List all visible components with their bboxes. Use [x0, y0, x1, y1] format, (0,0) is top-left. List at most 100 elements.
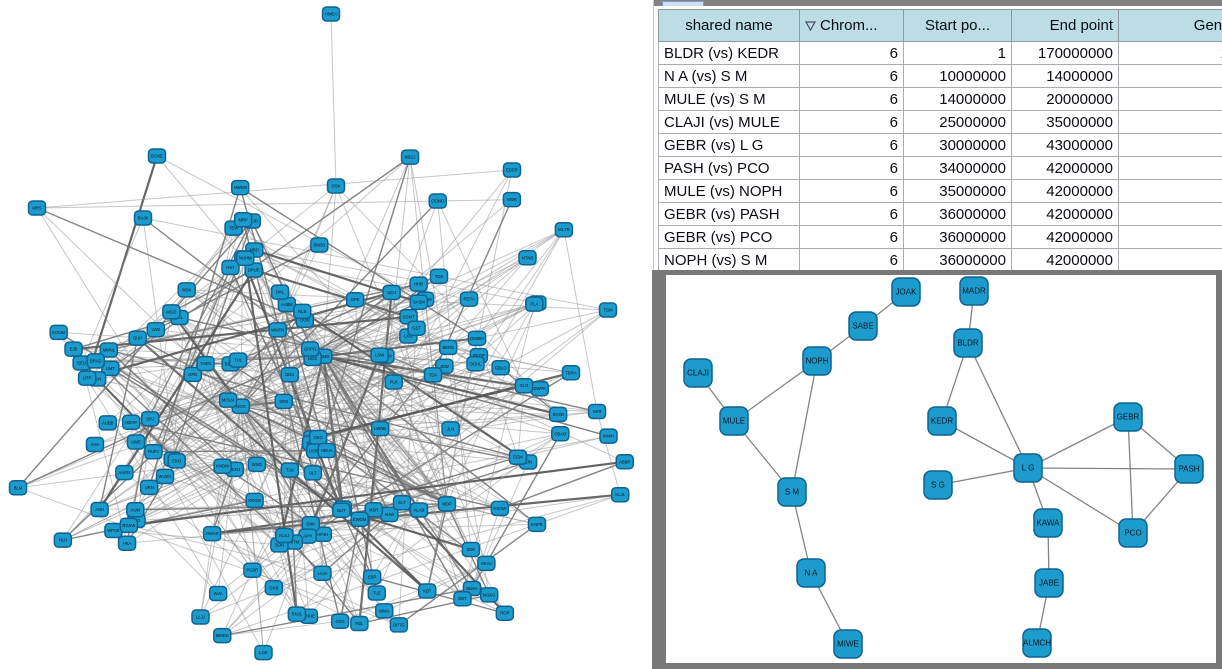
network-node[interactable]: KAWA — [1033, 508, 1063, 538]
network-node[interactable]: HKA — [117, 535, 137, 552]
network-node[interactable]: BUT — [332, 502, 351, 519]
filter-funnel-icon[interactable] — [805, 21, 816, 31]
network-node[interactable]: HSOW — [490, 500, 510, 517]
table-row[interactable]: MULE (vs) S M614000000200000007.5 — [658, 87, 1222, 111]
network-edge[interactable] — [240, 200, 439, 407]
network-edge[interactable] — [450, 229, 565, 430]
cell-value[interactable]: 11.4 — [1118, 156, 1222, 180]
network-edge[interactable] — [228, 365, 445, 401]
network-node[interactable]: KRGM — [245, 492, 264, 509]
network-node[interactable]: RGKW — [119, 517, 139, 534]
network-node[interactable]: BRAD — [86, 353, 106, 369]
network-node[interactable]: MIWE — [833, 629, 863, 659]
network-node[interactable]: SRJ — [140, 411, 160, 427]
cell-value[interactable]: 42000000 — [1011, 202, 1119, 226]
network-node[interactable]: AUBB — [98, 415, 118, 431]
network-node[interactable]: MGO — [162, 304, 181, 320]
network-node[interactable]: KEDR — [927, 406, 957, 436]
network-edge[interactable] — [339, 302, 420, 622]
network-edge[interactable] — [240, 405, 373, 578]
network-node[interactable]: HHB — [409, 276, 428, 292]
column-header-4[interactable]: Genetic... — [1118, 9, 1222, 42]
network-node[interactable]: ALAB — [409, 502, 429, 518]
network-edge[interactable] — [108, 349, 236, 470]
network-edge[interactable] — [176, 460, 280, 546]
network-edge[interactable] — [36, 207, 275, 589]
network-edge[interactable] — [444, 365, 525, 387]
cell-value[interactable]: 1 — [903, 41, 1012, 65]
network-edge[interactable] — [81, 362, 295, 543]
network-edge[interactable] — [222, 400, 229, 467]
table-row[interactable]: N A (vs) S M610000000140000006.6 — [658, 64, 1222, 88]
cell-value[interactable]: 42000000 — [1011, 179, 1119, 203]
network-edge[interactable] — [478, 302, 538, 357]
network-node[interactable]: UME — [126, 434, 146, 450]
network-edge[interactable] — [230, 267, 360, 624]
network-node[interactable]: PLK — [384, 374, 403, 390]
network-edge[interactable] — [222, 620, 341, 637]
network-edge[interactable] — [81, 217, 144, 364]
network-node[interactable]: KBT — [417, 583, 437, 599]
network-edge[interactable] — [563, 229, 598, 412]
network-edge[interactable] — [253, 269, 361, 520]
network-edge[interactable] — [335, 185, 559, 415]
network-edge[interactable] — [239, 187, 478, 339]
network-edge[interactable] — [342, 456, 519, 509]
network-node[interactable]: KNPR — [527, 516, 547, 533]
cell-value[interactable]: 170000000 — [1011, 41, 1119, 65]
network-node[interactable]: LWNB — [370, 420, 390, 437]
network-edge[interactable] — [131, 302, 538, 423]
cell-shared-name[interactable]: GEBR (vs) PASH — [658, 202, 800, 226]
network-node[interactable]: MADR — [959, 276, 989, 306]
network-node[interactable]: BLDR — [953, 328, 983, 358]
cell-value[interactable]: 6 — [799, 156, 904, 180]
network-node[interactable]: EJB — [64, 341, 83, 357]
network-node[interactable]: EGM — [508, 449, 528, 465]
network-edge[interactable] — [192, 373, 501, 509]
network-edge[interactable] — [475, 229, 565, 365]
table-row[interactable]: BLDR (vs) KEDR61170000000192.0 — [658, 41, 1222, 65]
network-node[interactable]: LWE — [146, 321, 166, 338]
cell-value[interactable]: 43000000 — [1011, 133, 1119, 157]
network-edge[interactable] — [227, 257, 528, 401]
cell-shared-name[interactable]: GEBR (vs) PCO — [658, 225, 800, 249]
network-node[interactable]: DMMM — [467, 330, 487, 347]
network-edge[interactable] — [211, 469, 236, 534]
network-edge[interactable] — [283, 304, 288, 402]
network-node[interactable]: EOUM — [49, 324, 68, 341]
network-edge[interactable] — [172, 304, 288, 460]
network-edge[interactable] — [142, 217, 324, 357]
network-edge[interactable] — [791, 360, 818, 493]
network-node[interactable]: WLTR — [554, 221, 574, 238]
network-edge[interactable] — [73, 348, 598, 413]
network-edge[interactable] — [309, 348, 473, 589]
network-edge[interactable] — [339, 519, 361, 622]
cell-value[interactable]: 35000000 — [903, 179, 1012, 203]
network-edge[interactable] — [312, 472, 448, 505]
network-node[interactable]: LAJA — [313, 565, 332, 582]
network-node[interactable]: NGKG — [479, 587, 499, 603]
network-node[interactable]: ABBP — [615, 454, 634, 470]
network-node[interactable]: EBP — [362, 569, 382, 585]
network-node[interactable]: MRS — [27, 200, 47, 216]
network-node[interactable]: NWR — [502, 191, 522, 208]
network-edge[interactable] — [418, 169, 513, 285]
network-edge[interactable] — [448, 346, 572, 374]
network-edge[interactable] — [335, 185, 487, 564]
network-edge[interactable] — [317, 388, 540, 439]
network-edge[interactable] — [1027, 416, 1129, 469]
table-row[interactable]: GEBR (vs) L G6300000004300000016.9 — [658, 133, 1222, 157]
network-node[interactable]: BLM — [8, 480, 28, 496]
network-edge[interactable] — [153, 449, 327, 453]
network-edge[interactable] — [87, 377, 519, 458]
network-edge[interactable] — [301, 311, 448, 505]
cell-shared-name[interactable]: GEBR (vs) L G — [658, 133, 800, 157]
network-edge[interactable] — [176, 460, 253, 571]
network-node[interactable]: BERD — [439, 339, 458, 356]
table-row[interactable]: MULE (vs) NOPH6350000004200000010.5 — [658, 179, 1222, 203]
network-node[interactable]: ALMCH — [1022, 628, 1052, 658]
network-edge[interactable] — [437, 201, 472, 550]
network-node[interactable]: OPTG — [389, 617, 409, 633]
network-edge[interactable] — [179, 316, 598, 413]
network-node[interactable]: RBL — [350, 615, 369, 632]
